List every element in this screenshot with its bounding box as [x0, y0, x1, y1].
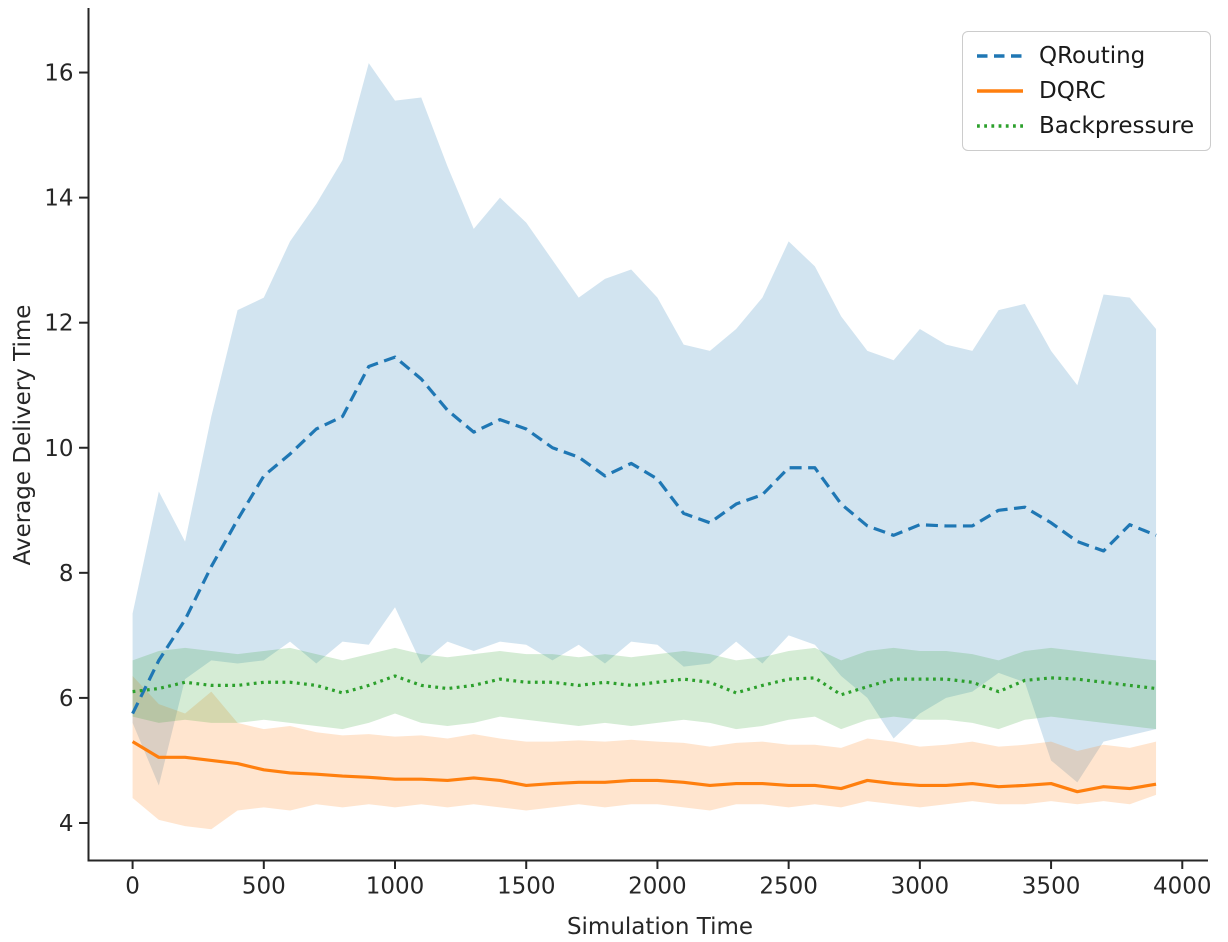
- qrouting-line: [131, 355, 1157, 715]
- qrouting-line-swatch-icon: [977, 54, 1023, 58]
- y-tick-label: 10: [44, 436, 73, 462]
- y-tick-label: 16: [44, 61, 73, 87]
- legend-label: QRouting: [1039, 43, 1146, 69]
- dqrc-line: [131, 740, 1157, 794]
- y-tick-label: 14: [44, 186, 73, 212]
- x-tick-label: 2000: [628, 874, 687, 900]
- qrouting-confidence-band: [132, 63, 1157, 786]
- dqrc-line-swatch-icon: [977, 89, 1023, 93]
- backpressure-line: [132, 674, 1157, 697]
- x-tick-label: 3000: [891, 874, 950, 900]
- axes: [79, 8, 1208, 869]
- series-lines: [131, 355, 1157, 794]
- y-axis-label: Average Delivery Time: [10, 305, 36, 566]
- y-tick-label: 6: [59, 686, 74, 712]
- confidence-bands: [132, 63, 1157, 830]
- backpressure-line-swatch-icon: [977, 124, 1023, 128]
- legend-label: DQRC: [1039, 78, 1106, 104]
- legend-label: Backpressure: [1039, 113, 1195, 139]
- x-tick-label: 4000: [1153, 874, 1212, 900]
- y-tick-label: 12: [44, 311, 73, 337]
- legend-item-backpressure: Backpressure: [975, 111, 1194, 141]
- legend-item-dqrc: DQRC: [975, 76, 1194, 106]
- x-tick-label: 3500: [1022, 874, 1081, 900]
- legend-item-qrouting: QRouting: [975, 41, 1194, 71]
- tick-labels: 0 500 1000 1500 2000 2500 3000 3500 4000 4 6 8 10 12 1…: [44, 61, 1211, 900]
- x-tick-label: 2500: [759, 874, 818, 900]
- x-tick-label: 0: [125, 874, 140, 900]
- dqrc-confidence-band: [132, 676, 1157, 830]
- x-axis-label: Simulation Time: [567, 914, 753, 940]
- y-tick-label: 4: [59, 811, 74, 837]
- y-tick-label: 8: [59, 561, 74, 587]
- x-tick-label: 1500: [497, 874, 556, 900]
- x-tick-label: 1000: [366, 874, 425, 900]
- x-tick-label: 500: [242, 874, 286, 900]
- legend: QRouting DQRC Backpressure: [962, 31, 1212, 151]
- backpressure-confidence-band: [132, 647, 1157, 730]
